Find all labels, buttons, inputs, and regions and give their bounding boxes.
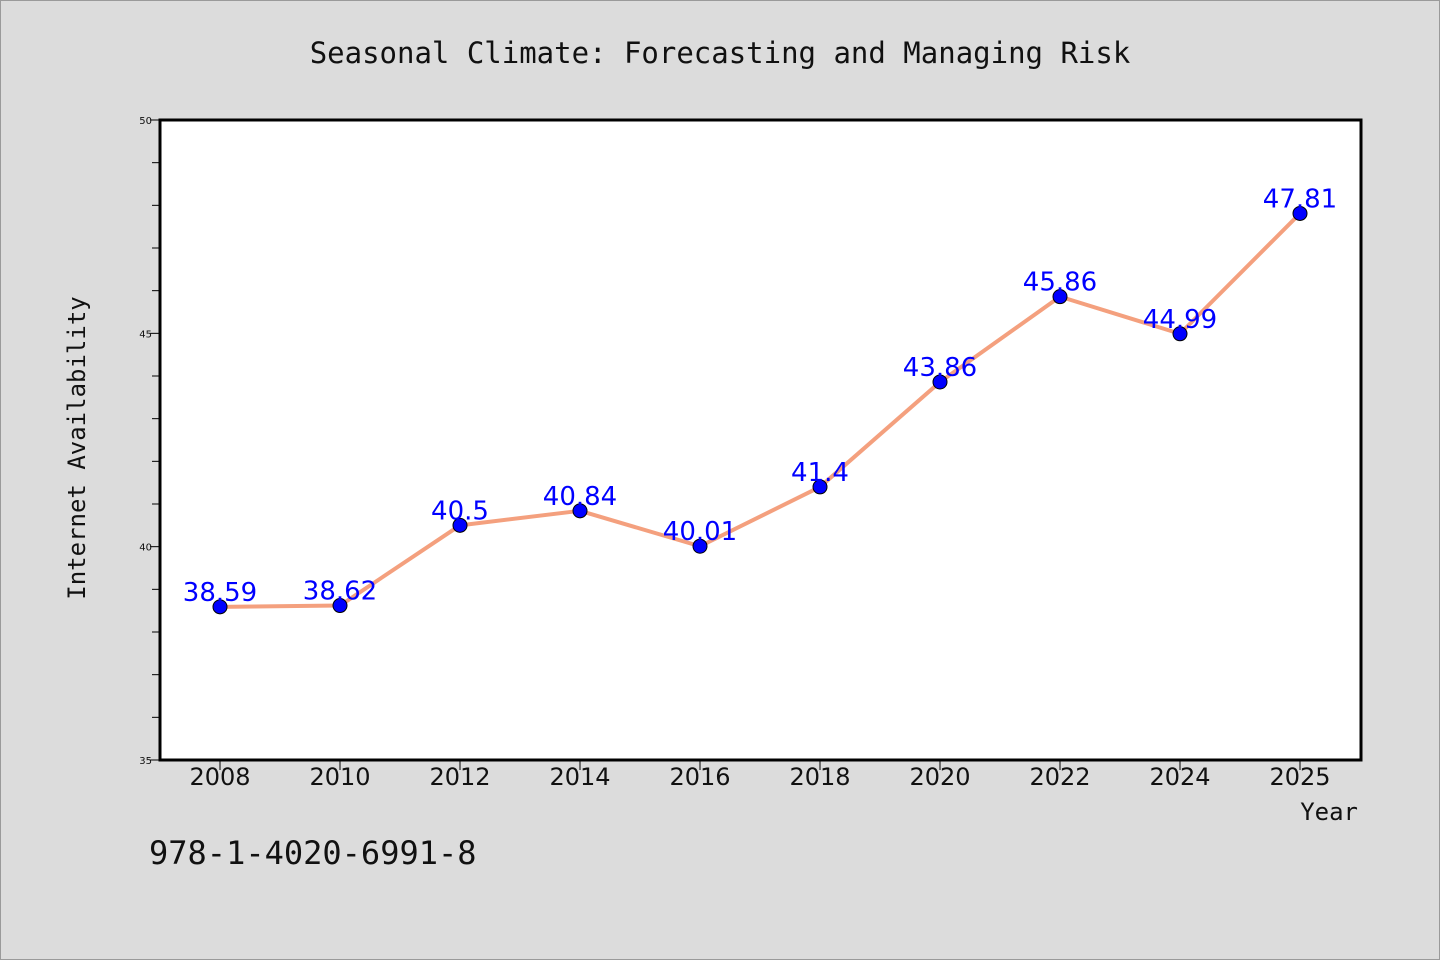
x-tick-label: 2008 xyxy=(189,763,250,791)
data-point xyxy=(932,374,948,390)
data-label: 38.59 xyxy=(183,578,257,608)
data-point xyxy=(1172,326,1188,342)
x-axis-ticks: 2008 2010 2012 2014 2016 2018 2020 2022 2024 2025 xyxy=(189,760,1331,791)
x-tick-label: 2016 xyxy=(669,763,730,791)
y-axis-label: Internet Availability xyxy=(63,296,91,599)
series-line xyxy=(218,211,1302,609)
series-markers xyxy=(212,205,1308,615)
data-label: 40.01 xyxy=(663,517,737,547)
data-label: 45.86 xyxy=(1023,268,1097,298)
data-point xyxy=(1292,205,1308,221)
y-tick-label: 40 xyxy=(139,543,152,554)
data-point xyxy=(812,479,828,495)
plot-area xyxy=(158,118,1363,762)
x-tick-label: 2012 xyxy=(429,763,490,791)
x-axis-label: Year xyxy=(1300,798,1358,826)
x-tick-label: 2018 xyxy=(789,763,850,791)
data-point xyxy=(212,599,228,615)
chart-title: Seasonal Climate: Forecasting and Managi… xyxy=(310,36,1131,70)
data-point xyxy=(692,538,708,554)
data-labels: 38.59 38.62 40.5 40.84 40.01 41.4 43.86 45.86 44… xyxy=(183,184,1337,607)
x-tick-label: 2014 xyxy=(549,763,610,791)
y-tick-label: 50 xyxy=(139,116,152,127)
y-tick-label: 35 xyxy=(139,756,152,767)
x-tick-label: 2022 xyxy=(1029,763,1090,791)
data-label: 40.84 xyxy=(543,482,617,512)
data-label: 47.81 xyxy=(1263,184,1337,214)
data-point xyxy=(452,517,468,533)
data-label: 44.99 xyxy=(1143,305,1217,335)
y-axis-ticks: 35 40 45 50 xyxy=(139,116,152,767)
isbn-text: 978-1-4020-6991-8 xyxy=(149,834,477,872)
data-label: 41.4 xyxy=(791,458,849,488)
y-minor-ticks xyxy=(150,119,160,761)
x-tick-label: 2010 xyxy=(309,763,370,791)
x-tick-label: 2025 xyxy=(1269,763,1330,791)
data-point xyxy=(1052,289,1068,305)
data-point xyxy=(572,503,588,519)
series-line-group xyxy=(218,211,1302,609)
y-tick-label: 45 xyxy=(139,329,152,340)
data-label: 43.86 xyxy=(903,353,977,383)
data-label: 38.62 xyxy=(303,577,377,607)
x-tick-label: 2024 xyxy=(1149,763,1210,791)
data-label: 40.5 xyxy=(431,496,489,526)
data-point xyxy=(332,598,348,614)
x-tick-label: 2020 xyxy=(909,763,970,791)
